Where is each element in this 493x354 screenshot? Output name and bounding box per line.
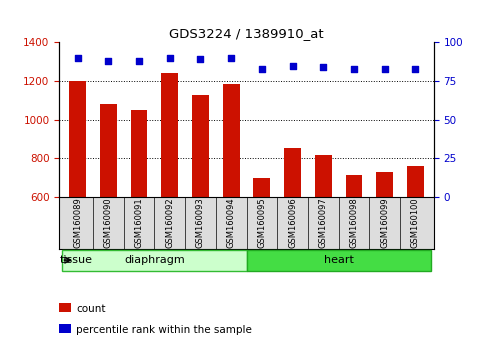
Point xyxy=(227,55,235,61)
Text: GSM160096: GSM160096 xyxy=(288,198,297,248)
Text: GSM160089: GSM160089 xyxy=(73,198,82,248)
Point xyxy=(288,63,296,68)
Bar xyxy=(69,81,86,197)
Point xyxy=(381,66,388,72)
Bar xyxy=(346,175,362,197)
Bar xyxy=(376,172,393,197)
Text: tissue: tissue xyxy=(60,255,93,265)
Point xyxy=(350,66,358,72)
Text: percentile rank within the sample: percentile rank within the sample xyxy=(76,325,252,335)
Bar xyxy=(407,166,424,197)
Text: GSM160094: GSM160094 xyxy=(227,198,236,248)
Text: diaphragm: diaphragm xyxy=(124,255,185,265)
Text: GSM160099: GSM160099 xyxy=(380,198,389,248)
Text: count: count xyxy=(76,304,106,314)
Point xyxy=(135,58,143,64)
Bar xyxy=(192,95,209,197)
Text: GSM160090: GSM160090 xyxy=(104,198,113,248)
Text: GSM160092: GSM160092 xyxy=(165,198,174,248)
Bar xyxy=(223,84,240,197)
Point xyxy=(166,55,174,61)
Text: GSM160095: GSM160095 xyxy=(257,198,266,248)
Point xyxy=(105,58,112,64)
Text: GSM160093: GSM160093 xyxy=(196,198,205,248)
Bar xyxy=(161,73,178,197)
Point xyxy=(412,66,420,72)
Text: GSM160097: GSM160097 xyxy=(319,198,328,248)
Bar xyxy=(315,155,332,197)
Point xyxy=(197,57,205,62)
Point xyxy=(319,64,327,70)
Bar xyxy=(131,110,147,197)
Text: GSM160098: GSM160098 xyxy=(350,198,358,248)
Text: GSM160100: GSM160100 xyxy=(411,198,420,248)
Bar xyxy=(284,148,301,197)
Bar xyxy=(62,250,246,272)
Point xyxy=(73,55,81,61)
Text: GSM160091: GSM160091 xyxy=(135,198,143,248)
Title: GDS3224 / 1389910_at: GDS3224 / 1389910_at xyxy=(169,27,324,40)
Point xyxy=(258,66,266,72)
Bar xyxy=(100,104,117,197)
Text: heart: heart xyxy=(324,255,353,265)
Bar xyxy=(246,250,431,272)
Bar xyxy=(253,178,270,197)
